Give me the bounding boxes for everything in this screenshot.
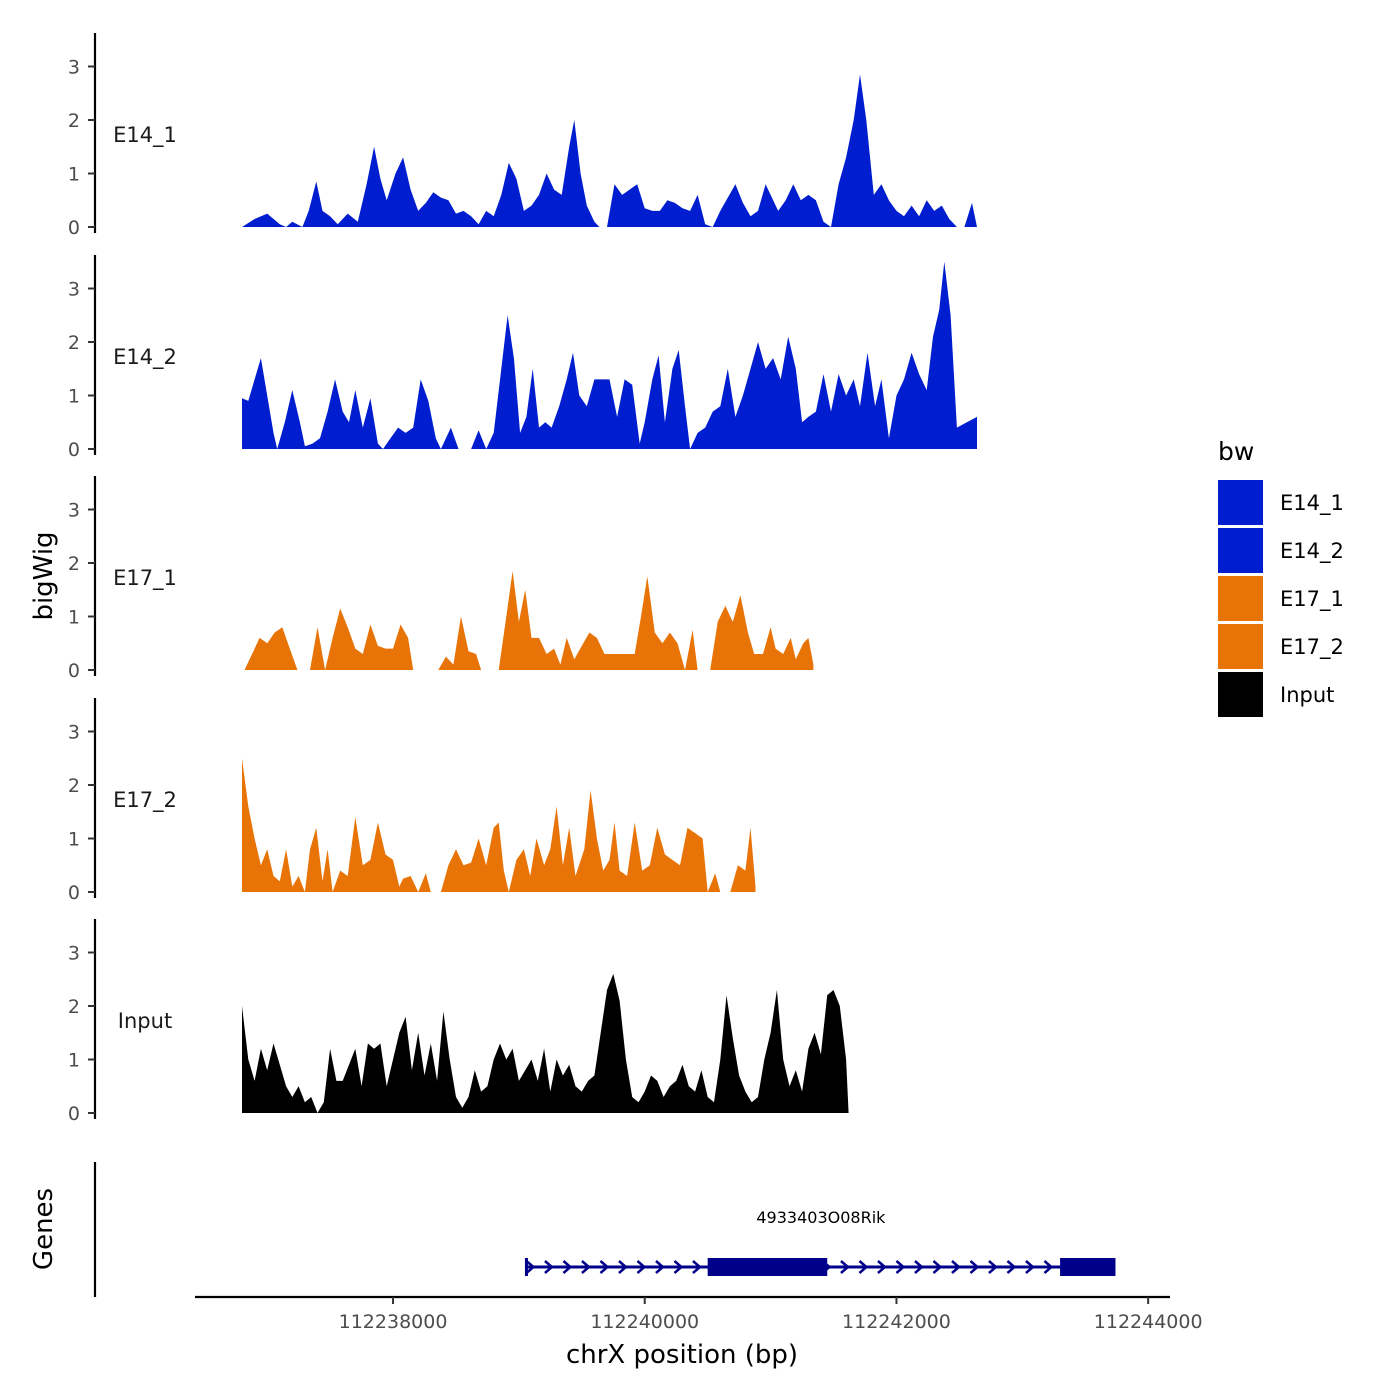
- track-panel-e14_2: 0 1 2 3 E14_2: [68, 255, 977, 461]
- y-tick-label: 1: [68, 164, 80, 186]
- gene-exon: [1060, 1258, 1116, 1276]
- legend-swatch-e17_1: [1218, 576, 1263, 621]
- track-panel-e17_2: 0 1 2 3 E17_2: [68, 698, 756, 904]
- strand-arrow: [562, 1260, 573, 1274]
- y-tick-label: 0: [68, 660, 80, 682]
- y-tick-label: 3: [68, 500, 80, 522]
- strand-arrow: [969, 1260, 980, 1274]
- strip-label-e17_2: E17_2: [113, 788, 177, 813]
- area-series-e17_1: [244, 571, 814, 670]
- gene-track: [524, 1258, 1116, 1276]
- gene-label: 4933403O08Rik: [756, 1208, 886, 1227]
- track-panel-e17_1: 0 1 2 3 E17_1: [68, 476, 814, 682]
- strand-arrow: [1025, 1260, 1035, 1274]
- gene-panel: 4933403O08Rik: [93, 1162, 1116, 1297]
- strand-arrow: [655, 1260, 665, 1274]
- y-tick-label: 3: [68, 57, 80, 79]
- legend-items: E14_1 E14_2 E17_1 E17_2 Input: [1218, 480, 1344, 717]
- strand-arrow: [544, 1260, 554, 1274]
- legend-label-e17_2: E17_2: [1280, 635, 1344, 660]
- strand-arrow: [525, 1260, 536, 1274]
- legend-swatch-e17_2: [1218, 624, 1263, 669]
- area-series-e17_2: [242, 758, 756, 892]
- strand-arrow: [1043, 1260, 1054, 1274]
- x-tick-label: 112242000: [842, 1311, 951, 1333]
- y-tick-label: 2: [68, 110, 80, 132]
- y-tick-label: 1: [68, 829, 80, 851]
- legend-label-e14_2: E14_2: [1280, 539, 1344, 564]
- strand-arrow: [1006, 1260, 1017, 1274]
- strand-arrow: [951, 1260, 961, 1274]
- strand-arrow: [895, 1260, 906, 1274]
- track-panel-input: 0 1 2 3 Input: [68, 919, 849, 1125]
- y-tick-label: 0: [68, 1103, 80, 1125]
- strand-arrow: [988, 1260, 998, 1274]
- y-tick-label: 1: [68, 1050, 80, 1072]
- legend-swatch-input: [1218, 672, 1263, 717]
- track-panel-e14_1: 0 1 2 3 E14_1: [68, 33, 977, 239]
- y-axis-title: bigWig: [29, 531, 59, 620]
- area-series-input: [242, 973, 849, 1113]
- y-tick-label: 2: [68, 996, 80, 1018]
- strand-arrow: [858, 1260, 869, 1274]
- strand-arrow: [914, 1260, 924, 1274]
- y-tick-label: 2: [68, 332, 80, 354]
- x-axis: 112238000 112240000 112242000 112244000 chr…: [195, 1295, 1203, 1370]
- strand-arrow: [877, 1260, 887, 1274]
- legend-label-e14_1: E14_1: [1280, 491, 1344, 516]
- legend-swatch-e14_2: [1218, 528, 1263, 573]
- x-axis-title: chrX position (bp): [566, 1340, 798, 1370]
- y-tick-label: 0: [68, 439, 80, 461]
- y-tick-label: 3: [68, 943, 80, 965]
- y-tick-label: 3: [68, 279, 80, 301]
- area-series-e14_1: [242, 74, 977, 227]
- strand-arrow: [932, 1260, 943, 1274]
- x-ticks: 112238000 112240000 112242000 112244000: [339, 1297, 1203, 1333]
- strand-arrow: [673, 1260, 684, 1274]
- strand-arrow: [692, 1260, 702, 1274]
- y-tick-label: 3: [68, 722, 80, 744]
- strand-arrow: [581, 1260, 591, 1274]
- x-tick-label: 112244000: [1094, 1311, 1203, 1333]
- y-tick-label: 1: [68, 386, 80, 408]
- strand-arrow: [636, 1260, 647, 1274]
- x-tick-label: 112240000: [590, 1311, 699, 1333]
- y-tick-label: 2: [68, 553, 80, 575]
- legend-label-input: Input: [1280, 683, 1334, 707]
- legend: bw E14_1 E14_2 E17_1 E17_2 Input: [1218, 437, 1344, 717]
- strip-label-e14_1: E14_1: [113, 123, 177, 148]
- strip-label-input: Input: [118, 1009, 172, 1033]
- strip-label-e14_2: E14_2: [113, 345, 177, 370]
- y-tick-label: 0: [68, 882, 80, 904]
- x-tick-label: 112238000: [339, 1311, 448, 1333]
- gene-panel-title: Genes: [29, 1188, 59, 1270]
- gene-exon: [707, 1258, 828, 1276]
- strip-label-e17_1: E17_1: [113, 566, 177, 591]
- strand-arrow: [618, 1260, 628, 1274]
- legend-swatch-e14_1: [1218, 480, 1263, 525]
- y-tick-label: 0: [68, 217, 80, 239]
- legend-title: bw: [1218, 437, 1254, 466]
- strand-arrow: [599, 1260, 610, 1274]
- y-tick-label: 1: [68, 607, 80, 629]
- legend-label-e17_1: E17_1: [1280, 587, 1344, 612]
- track-panels: 0 1 2 3 E14_1 0 1 2 3 E14_2 0 1 2 3 E17_1 0 1 2 3 E17_2 0 1 2 3…: [68, 33, 977, 1125]
- y-tick-label: 2: [68, 775, 80, 797]
- area-series-e14_2: [242, 261, 977, 449]
- strand-arrow: [840, 1260, 850, 1274]
